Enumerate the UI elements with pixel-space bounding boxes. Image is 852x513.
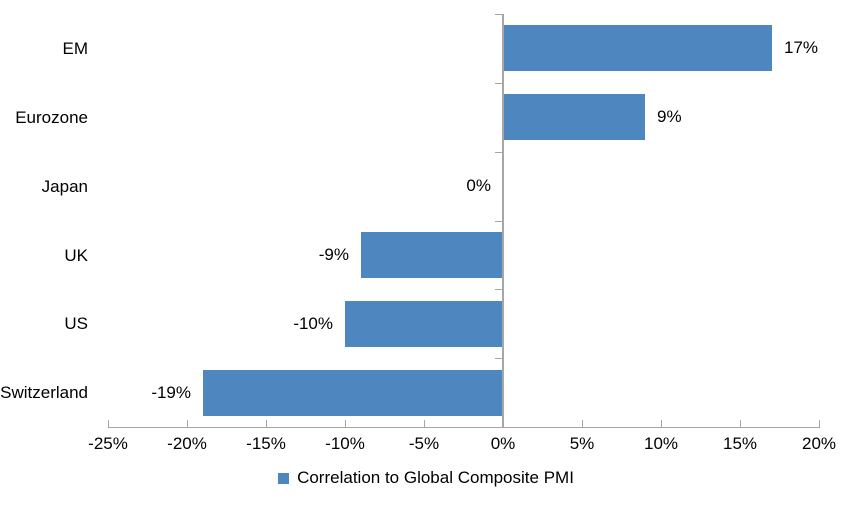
- x-axis-tick: [503, 420, 504, 427]
- category-axis-tick: [495, 427, 503, 428]
- x-axis-tick: [266, 420, 267, 427]
- bar: [503, 94, 645, 140]
- legend-marker-icon: [278, 472, 290, 484]
- x-axis-tick: [661, 420, 662, 427]
- zero-axis-line: [502, 14, 504, 427]
- x-axis-tick: [108, 420, 109, 427]
- x-axis-tick: [187, 420, 188, 427]
- value-label: -19%: [151, 383, 191, 402]
- category-axis-tick: [495, 14, 503, 15]
- value-label: 0%: [466, 176, 491, 195]
- value-label: -10%: [293, 314, 333, 333]
- category-axis-tick: [495, 358, 503, 359]
- category-axis-tick: [495, 289, 503, 290]
- bar: [203, 370, 503, 416]
- bar: [361, 232, 503, 278]
- legend-label: Correlation to Global Composite PMI: [297, 468, 574, 487]
- bar: [503, 25, 772, 71]
- category-axis-tick: [495, 152, 503, 153]
- x-axis-tick: [582, 420, 583, 427]
- x-axis-tick: [740, 420, 741, 427]
- category-axis-tick: [495, 83, 503, 84]
- legend: Correlation to Global Composite PMI: [0, 467, 852, 489]
- bar: [345, 301, 503, 347]
- x-axis-line: [108, 427, 820, 428]
- x-axis-tick: [819, 420, 820, 427]
- category-axis-tick: [495, 221, 503, 222]
- value-label: 17%: [784, 38, 819, 57]
- value-label: -9%: [318, 245, 349, 264]
- x-axis-tick: [345, 420, 346, 427]
- x-axis-tick: [424, 420, 425, 427]
- value-label: 9%: [657, 107, 682, 126]
